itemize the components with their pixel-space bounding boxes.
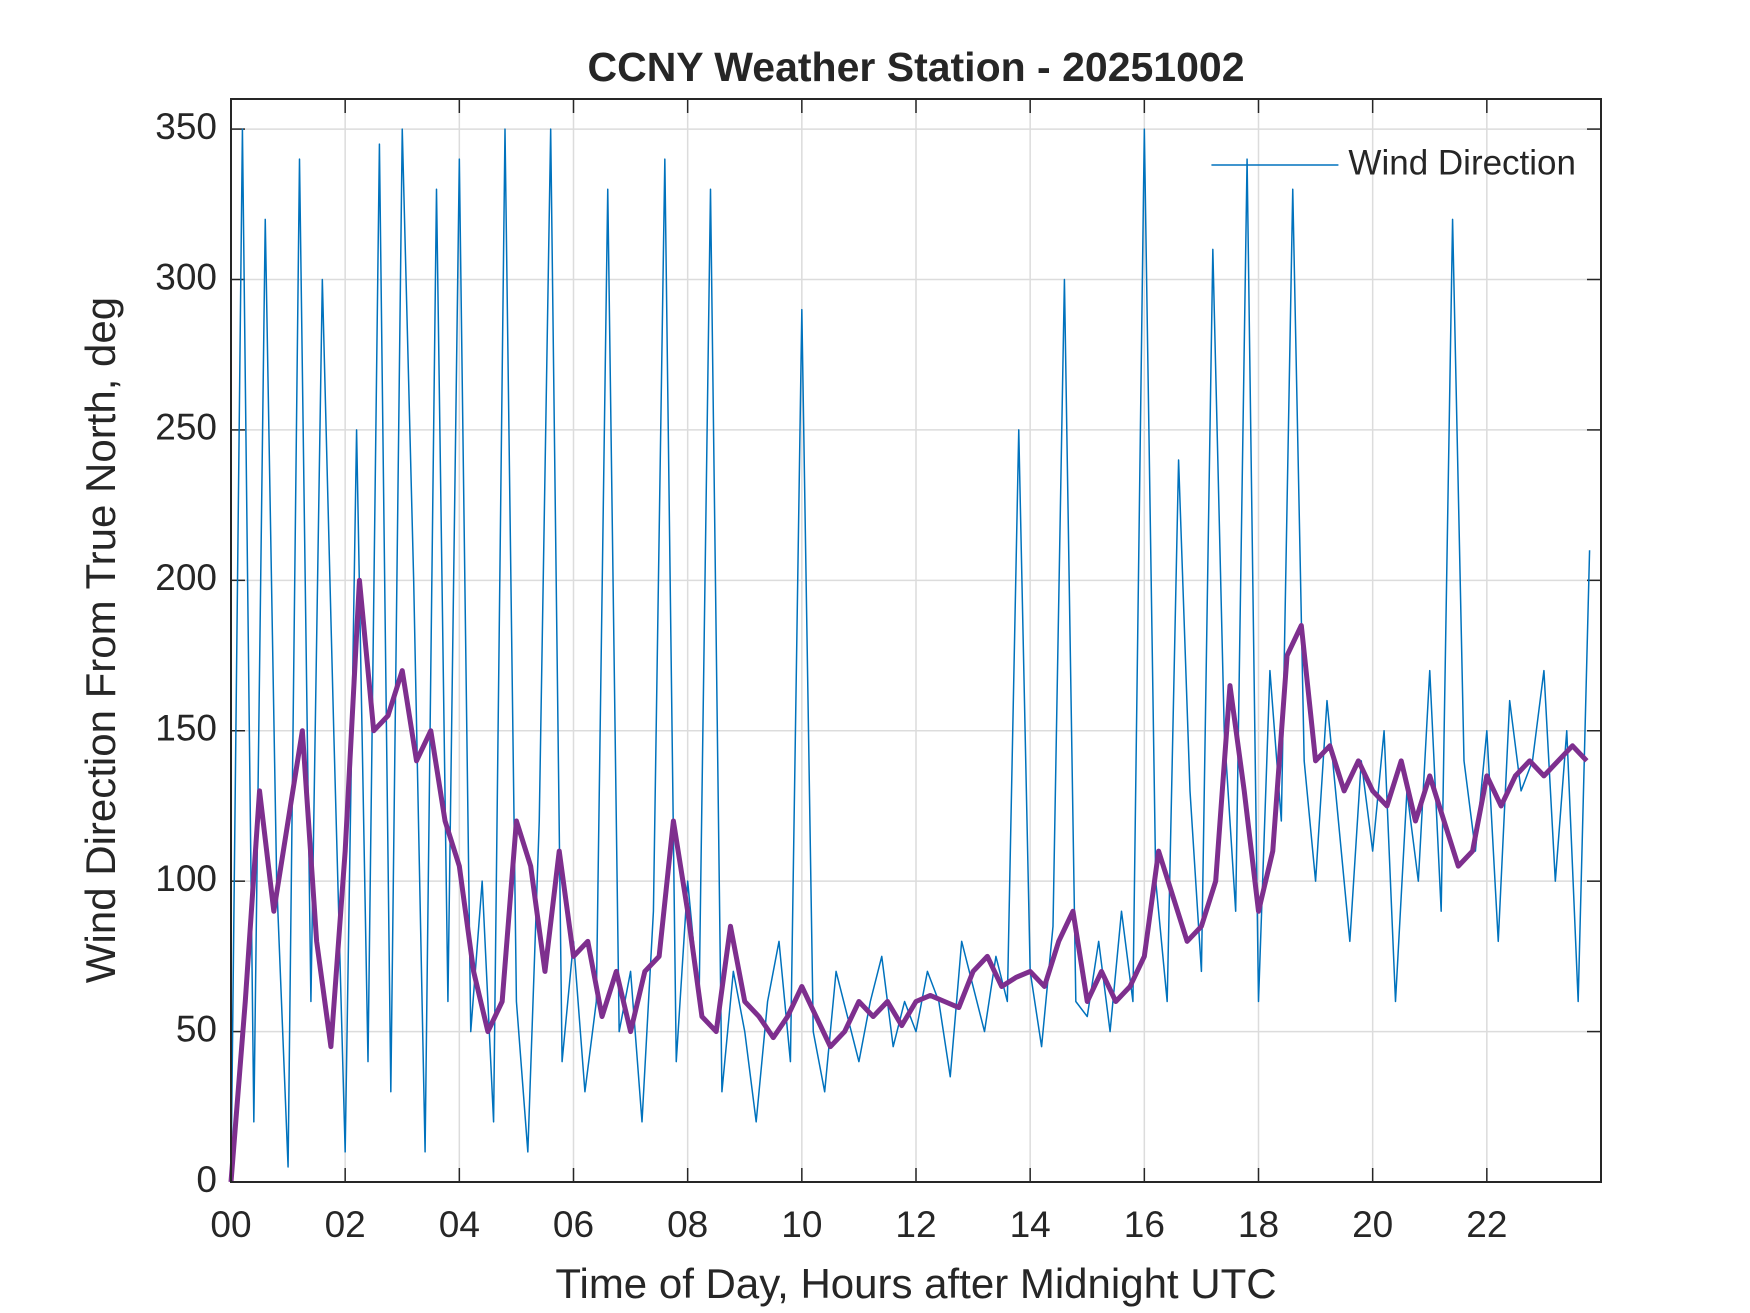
y-tick-label: 100 [155, 858, 217, 899]
x-axis-label: Time of Day, Hours after Midnight UTC [555, 1260, 1276, 1307]
x-tick-label: 22 [1466, 1204, 1507, 1245]
y-tick-label: 350 [155, 106, 217, 147]
y-tick-label: 150 [155, 708, 217, 749]
x-tick-label: 10 [781, 1204, 822, 1245]
x-tick-label: 18 [1238, 1204, 1279, 1245]
y-tick-label: 250 [155, 407, 217, 448]
y-tick-label: 0 [196, 1159, 217, 1200]
x-tick-label: 14 [1010, 1204, 1051, 1245]
x-tick-label: 06 [553, 1204, 594, 1245]
y-tick-label: 200 [155, 557, 217, 598]
y-axis-label: Wind Direction From True North, deg [77, 297, 124, 983]
y-tick-label: 300 [155, 256, 217, 297]
x-tick-label: 20 [1352, 1204, 1393, 1245]
x-tick-label: 12 [895, 1204, 936, 1245]
y-tick-label: 50 [176, 1008, 217, 1049]
data-line [228, 577, 1589, 1183]
x-tick-label: 02 [325, 1204, 366, 1245]
x-tick-label: 08 [667, 1204, 708, 1245]
x-tick-label: 00 [210, 1204, 251, 1245]
legend-label: Wind Direction [1348, 143, 1576, 182]
chart-title: CCNY Weather Station - 20251002 [587, 44, 1244, 90]
axes-box [230, 98, 1602, 1183]
x-tick-label: 16 [1124, 1204, 1165, 1245]
x-tick-label: 04 [439, 1204, 480, 1245]
